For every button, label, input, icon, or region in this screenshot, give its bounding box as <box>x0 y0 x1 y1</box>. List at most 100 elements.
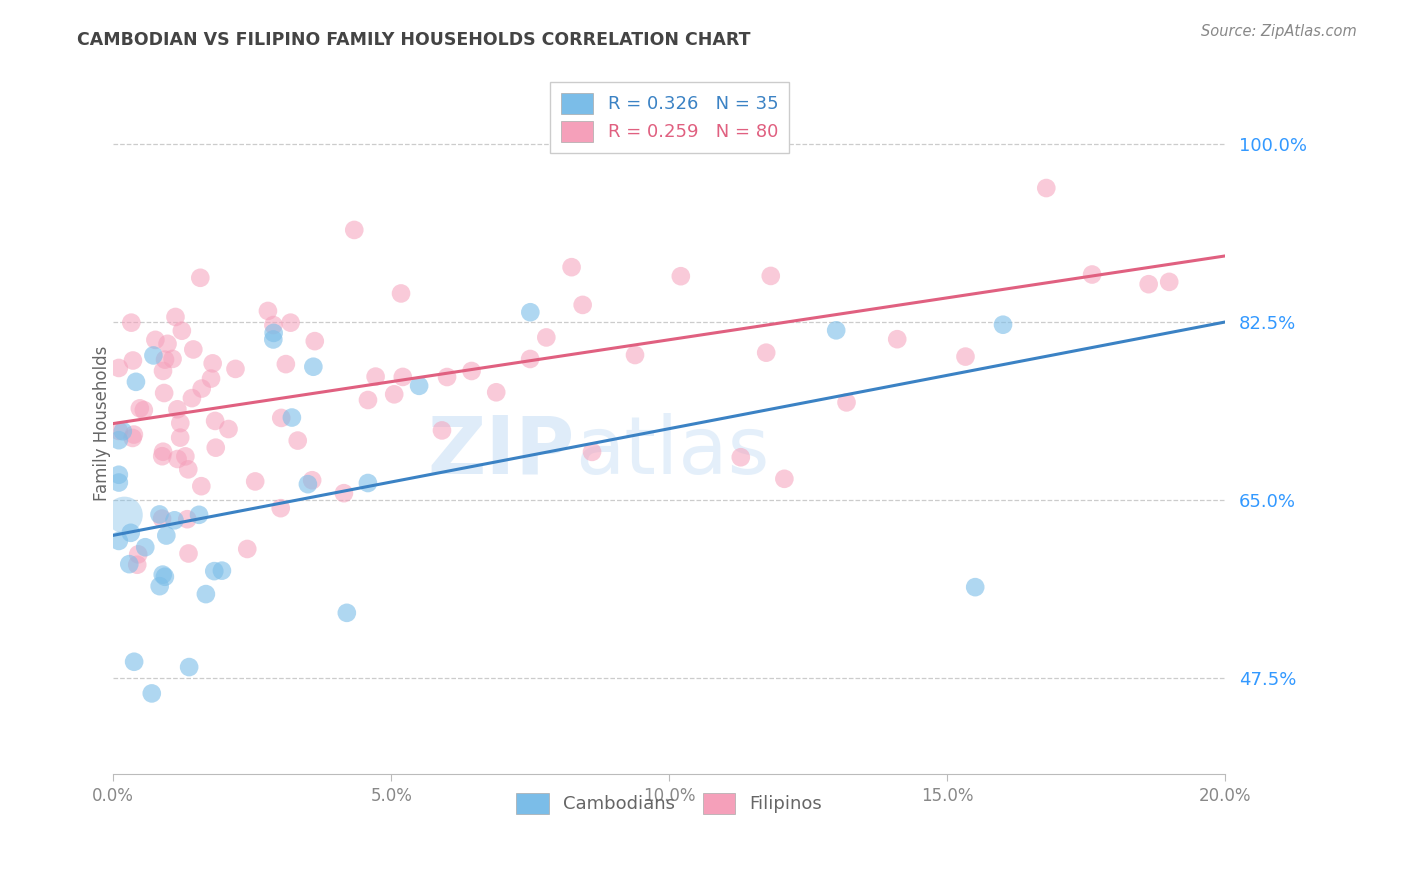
Point <box>886 332 908 346</box>
Point <box>287 434 309 448</box>
Point <box>190 382 212 396</box>
Text: CAMBODIAN VS FILIPINO FAMILY HOUSEHOLDS CORRELATION CHART: CAMBODIAN VS FILIPINO FAMILY HOUSEHOLDS … <box>77 31 751 49</box>
Point <box>263 326 285 340</box>
Point <box>991 318 1014 332</box>
Point <box>162 351 184 366</box>
Point <box>965 580 987 594</box>
Point <box>188 270 211 285</box>
Point <box>150 511 173 525</box>
Point <box>112 508 135 522</box>
Point <box>773 472 796 486</box>
Point <box>194 587 217 601</box>
Point <box>108 361 131 376</box>
Point <box>176 512 198 526</box>
Point <box>179 660 201 674</box>
Text: atlas: atlas <box>575 413 769 491</box>
Point <box>236 541 259 556</box>
Point <box>122 655 145 669</box>
Point <box>181 391 204 405</box>
Y-axis label: Family Households: Family Households <box>93 346 111 501</box>
Point <box>127 558 149 572</box>
Point <box>132 403 155 417</box>
Point <box>118 557 141 571</box>
Point <box>519 351 541 366</box>
Point <box>200 371 222 385</box>
Point <box>150 449 173 463</box>
Point <box>152 567 174 582</box>
Point <box>121 431 143 445</box>
Point <box>581 445 603 459</box>
Point <box>224 362 246 376</box>
Text: Source: ZipAtlas.com: Source: ZipAtlas.com <box>1201 24 1357 39</box>
Point <box>108 475 131 490</box>
Point <box>302 359 325 374</box>
Point <box>141 686 163 700</box>
Point <box>436 370 458 384</box>
Point <box>125 375 148 389</box>
Point <box>301 473 323 487</box>
Point <box>122 353 145 368</box>
Point <box>174 450 197 464</box>
Point <box>336 606 359 620</box>
Legend: Cambodians, Filipinos: Cambodians, Filipinos <box>506 782 832 825</box>
Point <box>177 547 200 561</box>
Point <box>1081 268 1104 282</box>
Point <box>389 286 412 301</box>
Point <box>408 379 430 393</box>
Point <box>165 310 187 324</box>
Point <box>163 513 186 527</box>
Point <box>190 479 212 493</box>
Point <box>1137 277 1160 292</box>
Point <box>281 410 304 425</box>
Point <box>343 223 366 237</box>
Point <box>148 508 170 522</box>
Point <box>108 467 131 482</box>
Point <box>153 386 176 401</box>
Point <box>382 387 405 401</box>
Point <box>270 411 292 425</box>
Point <box>430 424 453 438</box>
Point <box>835 395 858 409</box>
Point <box>304 334 326 348</box>
Point <box>357 392 380 407</box>
Point <box>152 444 174 458</box>
Point <box>155 528 177 542</box>
Point <box>142 348 165 362</box>
Point <box>128 401 150 416</box>
Point <box>571 298 593 312</box>
Point <box>177 462 200 476</box>
Point <box>170 324 193 338</box>
Text: ZIP: ZIP <box>427 413 575 491</box>
Point <box>1159 275 1181 289</box>
Point <box>270 501 292 516</box>
Point <box>391 370 413 384</box>
Point <box>122 427 145 442</box>
Point <box>204 414 226 428</box>
Point <box>218 422 240 436</box>
Point <box>669 269 692 284</box>
Point <box>262 318 284 332</box>
Point <box>169 431 191 445</box>
Point <box>152 364 174 378</box>
Point <box>485 385 508 400</box>
Point <box>759 268 782 283</box>
Point <box>156 336 179 351</box>
Point <box>108 533 131 548</box>
Point <box>825 323 848 337</box>
Point <box>730 450 752 465</box>
Point <box>1035 181 1057 195</box>
Point <box>955 350 977 364</box>
Point <box>120 316 142 330</box>
Point <box>111 424 134 438</box>
Point <box>108 424 131 438</box>
Point <box>169 416 191 430</box>
Point <box>153 570 176 584</box>
Point <box>357 476 380 491</box>
Point <box>108 433 131 447</box>
Point <box>204 441 226 455</box>
Point <box>153 352 176 367</box>
Point <box>120 525 142 540</box>
Point <box>245 475 267 489</box>
Point <box>201 356 224 370</box>
Point <box>166 452 188 467</box>
